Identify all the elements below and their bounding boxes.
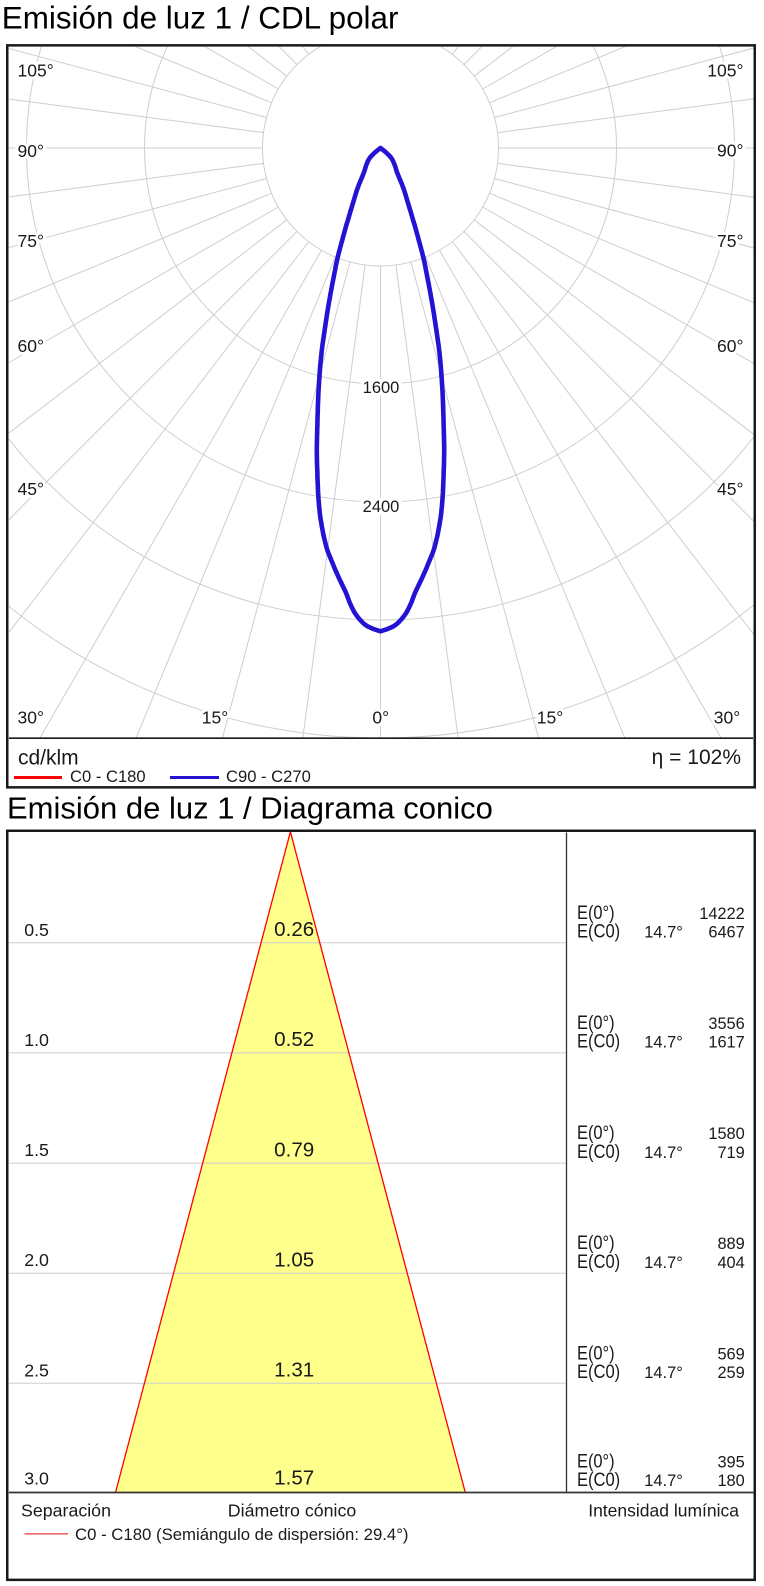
- svg-text:30°: 30°: [714, 708, 740, 728]
- svg-text:75°: 75°: [717, 231, 743, 251]
- svg-text:1.57: 1.57: [274, 1467, 314, 1490]
- svg-text:E(0°): E(0°): [577, 1343, 615, 1364]
- svg-text:14222: 14222: [699, 905, 745, 923]
- svg-text:C0 - C180: C0 - C180: [70, 767, 146, 786]
- svg-text:14.7°: 14.7°: [644, 1034, 682, 1052]
- svg-text:C90 - C270: C90 - C270: [226, 767, 311, 786]
- svg-text:259: 259: [717, 1364, 744, 1382]
- svg-text:14.7°: 14.7°: [644, 924, 682, 942]
- svg-text:Separación: Separación: [21, 1500, 111, 1520]
- svg-text:Emisión de luz 1 / Diagrama co: Emisión de luz 1 / Diagrama conico: [7, 790, 493, 825]
- svg-text:0.5: 0.5: [24, 920, 49, 940]
- svg-text:15°: 15°: [202, 708, 228, 728]
- svg-text:E(C0): E(C0): [577, 1470, 620, 1491]
- svg-text:1.5: 1.5: [24, 1140, 49, 1160]
- svg-text:1600: 1600: [363, 379, 400, 397]
- svg-text:105°: 105°: [18, 60, 54, 80]
- svg-text:395: 395: [717, 1453, 744, 1471]
- svg-text:2400: 2400: [363, 498, 400, 516]
- svg-text:0.52: 0.52: [274, 1028, 314, 1051]
- svg-text:2.0: 2.0: [24, 1250, 49, 1270]
- svg-text:η = 102%: η = 102%: [652, 746, 741, 769]
- svg-text:1.31: 1.31: [274, 1359, 314, 1382]
- svg-text:45°: 45°: [717, 479, 743, 499]
- svg-text:0.79: 0.79: [274, 1138, 314, 1161]
- svg-text:1.0: 1.0: [24, 1030, 49, 1050]
- svg-text:1580: 1580: [708, 1125, 744, 1143]
- svg-text:2.5: 2.5: [24, 1360, 49, 1380]
- svg-text:C0 - C180 (Semiángulo de dispe: C0 - C180 (Semiángulo de dispersión: 29.…: [75, 1525, 409, 1544]
- svg-text:0.26: 0.26: [274, 918, 314, 941]
- svg-text:105°: 105°: [707, 60, 743, 80]
- svg-text:404: 404: [717, 1254, 744, 1272]
- svg-text:14.7°: 14.7°: [644, 1254, 682, 1272]
- svg-text:1.05: 1.05: [274, 1249, 314, 1272]
- svg-text:30°: 30°: [18, 707, 44, 727]
- svg-text:569: 569: [717, 1345, 744, 1363]
- svg-text:E(C0): E(C0): [577, 922, 620, 943]
- svg-text:889: 889: [717, 1235, 744, 1253]
- svg-text:1617: 1617: [708, 1034, 744, 1052]
- svg-text:14.7°: 14.7°: [644, 1472, 682, 1490]
- svg-text:cd/klm: cd/klm: [18, 746, 79, 769]
- svg-text:180: 180: [717, 1472, 744, 1490]
- svg-text:60°: 60°: [717, 336, 743, 356]
- svg-text:E(C0): E(C0): [577, 1362, 620, 1383]
- svg-text:60°: 60°: [18, 336, 44, 356]
- svg-text:E(0°): E(0°): [577, 1013, 615, 1034]
- svg-text:0°: 0°: [372, 708, 389, 728]
- svg-text:90°: 90°: [717, 140, 743, 160]
- svg-text:E(0°): E(0°): [577, 1451, 615, 1472]
- svg-text:E(C0): E(C0): [577, 1032, 620, 1053]
- svg-text:3.0: 3.0: [24, 1468, 49, 1488]
- svg-text:6467: 6467: [708, 924, 744, 942]
- svg-text:90°: 90°: [18, 141, 44, 161]
- svg-text:E(C0): E(C0): [577, 1252, 620, 1273]
- svg-text:E(C0): E(C0): [577, 1142, 620, 1163]
- svg-text:719: 719: [717, 1144, 744, 1162]
- svg-text:Diámetro cónico: Diámetro cónico: [228, 1500, 357, 1520]
- svg-text:Emisión de luz 1 / CDL polar: Emisión de luz 1 / CDL polar: [2, 1, 399, 36]
- svg-text:E(0°): E(0°): [577, 1233, 615, 1254]
- svg-text:45°: 45°: [18, 479, 44, 499]
- svg-text:75°: 75°: [18, 231, 44, 251]
- svg-text:14.7°: 14.7°: [644, 1144, 682, 1162]
- svg-text:15°: 15°: [537, 708, 563, 728]
- svg-text:E(0°): E(0°): [577, 1123, 615, 1144]
- svg-text:E(0°): E(0°): [577, 903, 615, 924]
- svg-text:Intensidad lumínica: Intensidad lumínica: [588, 1500, 739, 1520]
- svg-text:3556: 3556: [708, 1015, 744, 1033]
- svg-text:14.7°: 14.7°: [644, 1364, 682, 1382]
